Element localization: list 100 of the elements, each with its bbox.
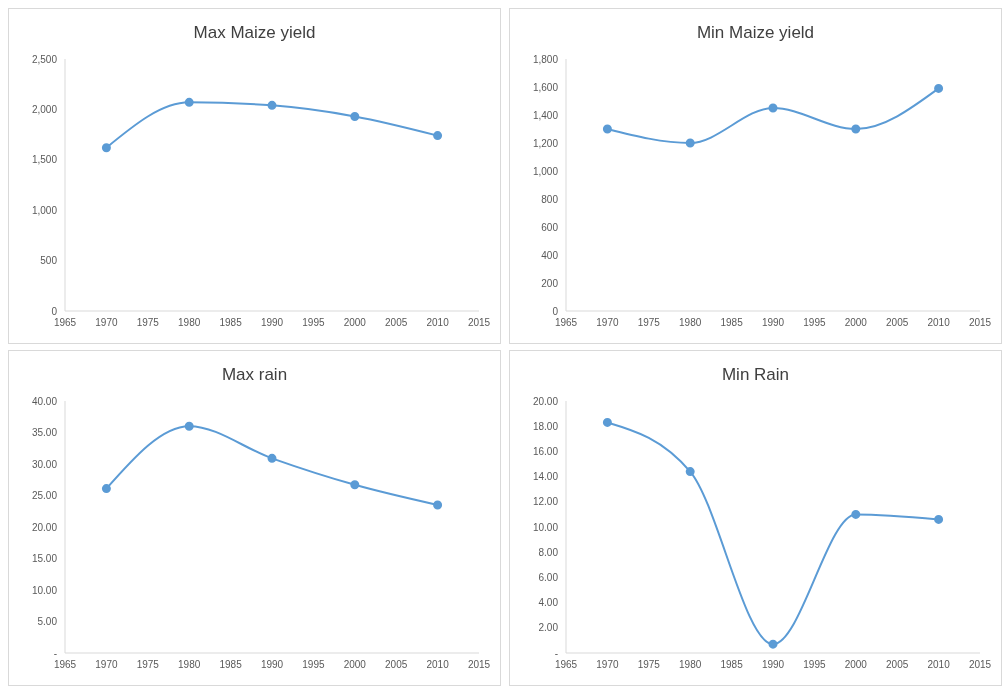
y-tick-label: 1,000 [31, 204, 58, 216]
point [101, 143, 111, 153]
y-tick-label: 0 [51, 305, 58, 317]
y-tick-label: 1,200 [532, 137, 559, 149]
point [768, 639, 778, 649]
y-tick-label: 500 [40, 255, 58, 267]
x-tick-label: 2000 [844, 659, 868, 671]
point [685, 138, 695, 148]
x-tick-label: 1990 [761, 659, 785, 671]
x-tick-label: 1965 [53, 659, 77, 671]
y-tick-label: 20.00 [532, 395, 559, 407]
x-tick-label: 1970 [95, 659, 118, 671]
x-tick-label: 2015 [968, 317, 992, 329]
y-tick-label: 30.00 [31, 458, 58, 470]
point [851, 124, 861, 134]
y-tick-label: 8.00 [538, 546, 559, 558]
y-tick-label: 1,500 [31, 154, 58, 166]
y-tick-label: 10.00 [31, 584, 58, 596]
x-tick-label: 1980 [679, 317, 702, 329]
y-tick-label: 2.00 [538, 622, 559, 634]
y-tick-label: 1,800 [532, 53, 559, 65]
point [934, 83, 944, 93]
y-tick-label: 2,000 [31, 103, 58, 115]
x-tick-label: 1985 [219, 317, 243, 329]
x-tick-label: 2015 [467, 659, 491, 671]
point [851, 509, 861, 519]
x-tick-label: 1990 [260, 317, 284, 329]
point [101, 484, 111, 494]
y-tick-label: 200 [541, 277, 559, 289]
chart-title: Max rain [220, 365, 289, 386]
x-tick-label: 1990 [260, 659, 284, 671]
y-tick-label: 800 [541, 193, 559, 205]
y-tick-label: 600 [541, 221, 559, 233]
x-tick-label: 1965 [554, 659, 578, 671]
x-tick-label: 1975 [637, 317, 661, 329]
x-tick-label: 1995 [803, 659, 826, 671]
y-tick-label: 1,600 [532, 81, 559, 93]
y-tick-label: 400 [541, 249, 559, 261]
x-tick-label: 1975 [136, 659, 160, 671]
x-tick-label: 2005 [886, 659, 909, 671]
x-tick-label: 1985 [219, 659, 243, 671]
x-tick-label: 1980 [178, 317, 201, 329]
chart-title: Max Maize yield [192, 23, 317, 44]
x-tick-label: 2010 [927, 317, 951, 329]
point [433, 500, 443, 510]
y-tick-label: 5.00 [37, 616, 58, 628]
x-tick-label: 1995 [803, 317, 826, 329]
x-tick-label: 2005 [886, 317, 909, 329]
x-tick-label: 1995 [302, 659, 325, 671]
point [602, 124, 612, 134]
x-tick-label: 1965 [554, 317, 578, 329]
y-tick-label: 12.00 [532, 496, 559, 508]
x-tick-label: 1990 [761, 317, 785, 329]
point [934, 514, 944, 524]
point [267, 100, 277, 110]
y-tick-label: 16.00 [532, 445, 559, 457]
x-tick-label: 1985 [720, 659, 744, 671]
y-tick-label: 40.00 [31, 395, 58, 407]
x-tick-label: 1995 [302, 317, 325, 329]
point [184, 421, 194, 431]
y-tick-label: 1,400 [532, 109, 559, 121]
y-tick-label: - [554, 647, 558, 659]
y-tick-label: 6.00 [538, 571, 559, 583]
x-tick-label: 2015 [467, 317, 491, 329]
x-tick-label: 1965 [53, 317, 77, 329]
x-tick-label: 1970 [95, 317, 118, 329]
point [267, 453, 277, 463]
point [685, 467, 695, 477]
point [768, 103, 778, 113]
x-tick-label: 2000 [343, 317, 367, 329]
chart-title: Min Maize yield [695, 23, 816, 44]
x-tick-label: 2000 [343, 659, 367, 671]
y-tick-label: 35.00 [31, 427, 58, 439]
x-tick-label: 1975 [637, 659, 661, 671]
x-tick-label: 2015 [968, 659, 992, 671]
y-tick-label: 2,500 [31, 53, 58, 65]
point [350, 111, 360, 121]
y-tick-label: 15.00 [31, 553, 58, 565]
x-tick-label: 2000 [844, 317, 868, 329]
x-tick-label: 1980 [679, 659, 702, 671]
x-tick-label: 2010 [426, 317, 450, 329]
y-tick-label: 25.00 [31, 490, 58, 502]
x-tick-label: 2005 [385, 317, 408, 329]
chart-title: Min Rain [720, 365, 791, 386]
y-tick-label: 0 [552, 305, 559, 317]
y-tick-label: 14.00 [532, 471, 559, 483]
point [184, 97, 194, 107]
y-tick-label: - [53, 647, 57, 659]
y-tick-label: 4.00 [538, 597, 559, 609]
y-tick-label: 1,000 [532, 165, 559, 177]
x-tick-label: 1970 [596, 659, 619, 671]
x-tick-label: 2010 [426, 659, 450, 671]
y-tick-label: 10.00 [532, 521, 559, 533]
point [433, 131, 443, 141]
point [350, 480, 360, 490]
x-tick-label: 1985 [720, 317, 744, 329]
point [602, 417, 612, 427]
x-tick-label: 1980 [178, 659, 201, 671]
y-tick-label: 20.00 [31, 521, 58, 533]
x-tick-label: 1975 [136, 317, 160, 329]
